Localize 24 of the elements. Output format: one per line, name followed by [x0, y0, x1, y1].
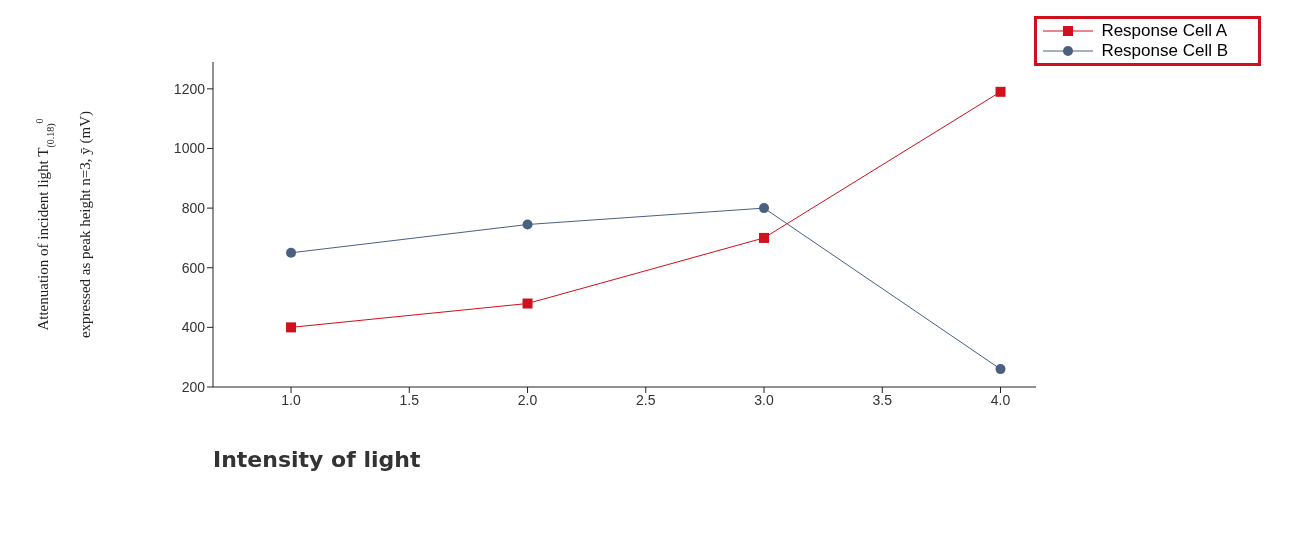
- point: [522, 298, 533, 309]
- point: [759, 203, 770, 214]
- legend-label: Response Cell A: [1101, 21, 1228, 41]
- y-tick-label: 800: [181, 200, 206, 217]
- point: [759, 232, 770, 243]
- y-tick-label: 400: [181, 319, 206, 336]
- point: [286, 322, 297, 333]
- x-axis-title: Intensity of light: [213, 447, 421, 472]
- x-tick-label: 3.0: [754, 391, 774, 408]
- y-tick-label: 1200: [173, 80, 206, 97]
- y-tick-label: 200: [181, 378, 206, 395]
- x-tick-label: 4.0: [990, 391, 1011, 408]
- x-tick-label: 2.0: [517, 391, 538, 408]
- point: [995, 86, 1006, 97]
- legend-label: Response Cell B: [1101, 41, 1228, 61]
- point: [522, 219, 533, 230]
- x-tick-label: 1.5: [399, 391, 420, 408]
- y-tick-label: 1000: [173, 140, 206, 157]
- point: [286, 247, 297, 258]
- point: [995, 364, 1006, 375]
- x-tick-label: 3.5: [872, 391, 893, 408]
- y-tick-label: 600: [181, 259, 206, 276]
- x-tick-label: 1.0: [281, 391, 301, 408]
- x-tick-label: 2.5: [636, 391, 656, 408]
